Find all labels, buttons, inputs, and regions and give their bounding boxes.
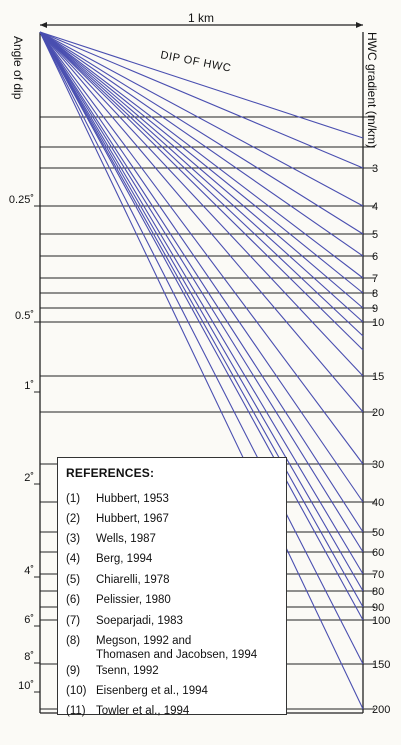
dip-line xyxy=(39,31,364,235)
gradient-tick-label: 90 xyxy=(372,602,384,614)
dip-line xyxy=(39,31,364,621)
reference-item: (9) Tsenn, 1992 xyxy=(66,664,159,678)
reference-text: Berg, 1994 xyxy=(96,553,153,565)
references-box: REFERENCES: (1) Hubbert, 1953 (2) Hubbert, … xyxy=(57,457,287,718)
reference-item: (10) Eisenberg et al., 1994 xyxy=(66,684,208,698)
reference-text: Hubbert, 1967 xyxy=(96,513,169,525)
angle-tick-label: 0.25˚ xyxy=(9,194,34,206)
gradient-tick-label: 3 xyxy=(372,163,378,175)
dip-line xyxy=(39,31,364,323)
dip-line xyxy=(39,31,364,592)
gradient-tick-label: 70 xyxy=(372,569,384,581)
gradient-tick-label: 7 xyxy=(372,273,378,285)
reference-text: Tsenn, 1992 xyxy=(96,665,159,677)
angle-tick-label: 1˚ xyxy=(24,380,34,392)
gradient-tick-label: 150 xyxy=(372,659,390,671)
dip-line xyxy=(39,31,364,553)
dip-line xyxy=(39,31,364,337)
dip-lines xyxy=(39,31,364,710)
reference-text: Soeparjadi, 1983 xyxy=(96,615,183,627)
reference-number: (7) xyxy=(66,615,81,627)
reference-text: Eisenberg et al., 1994 xyxy=(96,685,208,697)
angle-tick-label: 0.5˚ xyxy=(15,310,34,322)
reference-text: Hubbert, 1953 xyxy=(96,493,169,505)
reference-number: (5) xyxy=(66,574,81,586)
reference-item: (8) Megson, 1992 and Thomasen and Jacobse… xyxy=(66,634,257,662)
angle-tick-label: 10˚ xyxy=(18,680,34,692)
reference-text: Wells, 1987 xyxy=(96,533,156,545)
reference-text: Pelissier, 1980 xyxy=(96,594,171,606)
gradient-tick-label: 60 xyxy=(372,547,384,559)
gradient-tick-label: 50 xyxy=(372,527,384,539)
gradient-tick-label: 6 xyxy=(372,251,378,263)
gradient-tick-label: 4 xyxy=(372,201,378,213)
dip-line xyxy=(39,31,364,207)
reference-number: (1) xyxy=(66,493,81,505)
reference-number: (6) xyxy=(66,594,81,606)
reference-text: Megson, 1992 and Thomasen and Jacobsen, … xyxy=(96,635,258,661)
dip-line xyxy=(39,31,364,608)
gradient-tick-label: 5 xyxy=(372,229,378,241)
right-axis-title: HWC gradient (m/km) xyxy=(365,32,379,148)
reference-item: (7) Soeparjadi, 1983 xyxy=(66,614,183,628)
reference-text: Chiarelli, 1978 xyxy=(96,574,170,586)
angle-tick-label: 4˚ xyxy=(24,565,34,577)
scale-bar: 1 km xyxy=(40,11,363,28)
dip-line xyxy=(39,31,364,377)
reference-item: (6) Pelissier, 1980 xyxy=(66,593,171,607)
dip-line xyxy=(39,31,364,279)
angle-tick-label: 8˚ xyxy=(24,651,34,663)
angle-tick-labels: 0.25˚ 0.5˚ 1˚ 2˚ 4˚ 6˚ 8˚ 10˚ xyxy=(9,194,40,693)
dip-line xyxy=(39,31,364,503)
dip-line xyxy=(39,31,364,169)
reference-item: (2) Hubbert, 1967 xyxy=(66,512,169,526)
gradient-tick-label: 200 xyxy=(372,704,390,716)
left-axis-title: Angle of dip xyxy=(11,36,25,100)
gradient-tick-label: 100 xyxy=(372,615,390,627)
gradient-tick-label: 20 xyxy=(372,407,384,419)
reference-number: (3) xyxy=(66,533,81,545)
scale-label: 1 km xyxy=(188,11,214,25)
dip-line xyxy=(39,31,364,465)
dip-line xyxy=(39,31,364,710)
reference-number: (4) xyxy=(66,553,81,565)
dip-line xyxy=(39,31,364,575)
reference-item: (11) Towler et al., 1994 xyxy=(66,704,189,718)
reference-number: (8) xyxy=(66,635,81,647)
reference-item: (5) Chiarelli, 1978 xyxy=(66,573,170,587)
references-title: REFERENCES: xyxy=(66,466,155,480)
gradient-tick-label: 10 xyxy=(372,317,384,329)
gradient-tick-label: 8 xyxy=(372,288,378,300)
gradient-tick-label: 40 xyxy=(372,497,384,509)
dip-line xyxy=(39,31,364,413)
reference-number: (9) xyxy=(66,665,81,677)
dip-line xyxy=(39,31,364,351)
gradient-tick-label: 9 xyxy=(372,303,378,315)
angle-tick-label: 6˚ xyxy=(24,614,34,626)
reference-item: (1) Hubbert, 1953 xyxy=(66,492,169,506)
gradient-tick-label: 80 xyxy=(372,586,384,598)
reference-number: (2) xyxy=(66,513,81,525)
dip-line xyxy=(39,31,364,309)
dip-line xyxy=(39,31,364,257)
reference-item: (3) Wells, 1987 xyxy=(66,532,156,546)
dip-line xyxy=(39,31,364,294)
gradient-tick-label: 30 xyxy=(372,459,384,471)
angle-tick-label: 2˚ xyxy=(24,472,34,484)
dip-line xyxy=(39,31,364,139)
dip-line-label: DIP OF HWC xyxy=(159,49,232,74)
dip-line xyxy=(39,31,364,665)
dip-line xyxy=(39,31,364,533)
reference-text: Towler et al., 1994 xyxy=(96,705,190,717)
reference-item: (4) Berg, 1994 xyxy=(66,552,152,566)
reference-number: (11) xyxy=(66,705,86,717)
reference-number: (10) xyxy=(66,685,87,697)
gradient-tick-label: 15 xyxy=(372,371,384,383)
